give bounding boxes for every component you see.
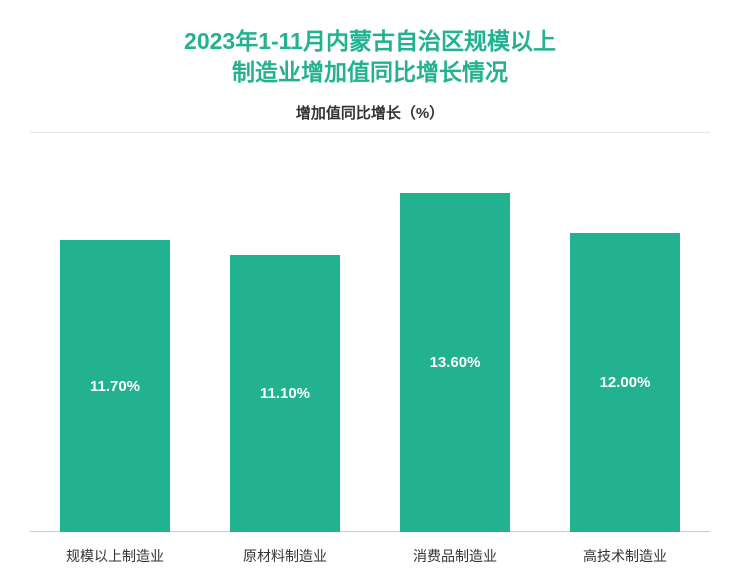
chart-title: 2023年1-11月内蒙古自治区规模以上 制造业增加值同比增长情况 <box>30 26 710 88</box>
bar: 11.10% <box>230 255 340 532</box>
x-axis-labels: 规模以上制造业原材料制造业消费品制造业高技术制造业 <box>30 546 710 566</box>
plot-area: 11.70% 11.10% 13.60% 12.00% <box>30 133 710 532</box>
bar-slot: 12.00% <box>540 133 710 532</box>
bar-value-label: 11.10% <box>260 385 310 402</box>
bar-chart: 2023年1-11月内蒙古自治区规模以上 制造业增加值同比增长情况 增加值同比增… <box>0 0 740 586</box>
bar-slot: 11.70% <box>30 133 200 532</box>
bar-value-label: 13.60% <box>430 354 481 371</box>
bar: 11.70% <box>60 240 170 532</box>
bar-slot: 13.60% <box>370 133 540 532</box>
chart-title-line1: 2023年1-11月内蒙古自治区规模以上 <box>30 26 710 57</box>
bar-value-label: 12.00% <box>600 374 651 391</box>
bar: 12.00% <box>570 233 680 532</box>
bars-row: 11.70% 11.10% 13.60% 12.00% <box>30 133 710 532</box>
bar-slot: 11.10% <box>200 133 370 532</box>
chart-subtitle: 增加值同比增长（%） <box>30 102 710 123</box>
x-category-label: 高技术制造业 <box>540 546 710 566</box>
bar: 13.60% <box>400 193 510 532</box>
x-category-label: 消费品制造业 <box>370 546 540 566</box>
chart-title-line2: 制造业增加值同比增长情况 <box>30 57 710 88</box>
x-category-label: 原材料制造业 <box>200 546 370 566</box>
x-category-label: 规模以上制造业 <box>30 546 200 566</box>
bar-value-label: 11.70% <box>90 378 140 395</box>
